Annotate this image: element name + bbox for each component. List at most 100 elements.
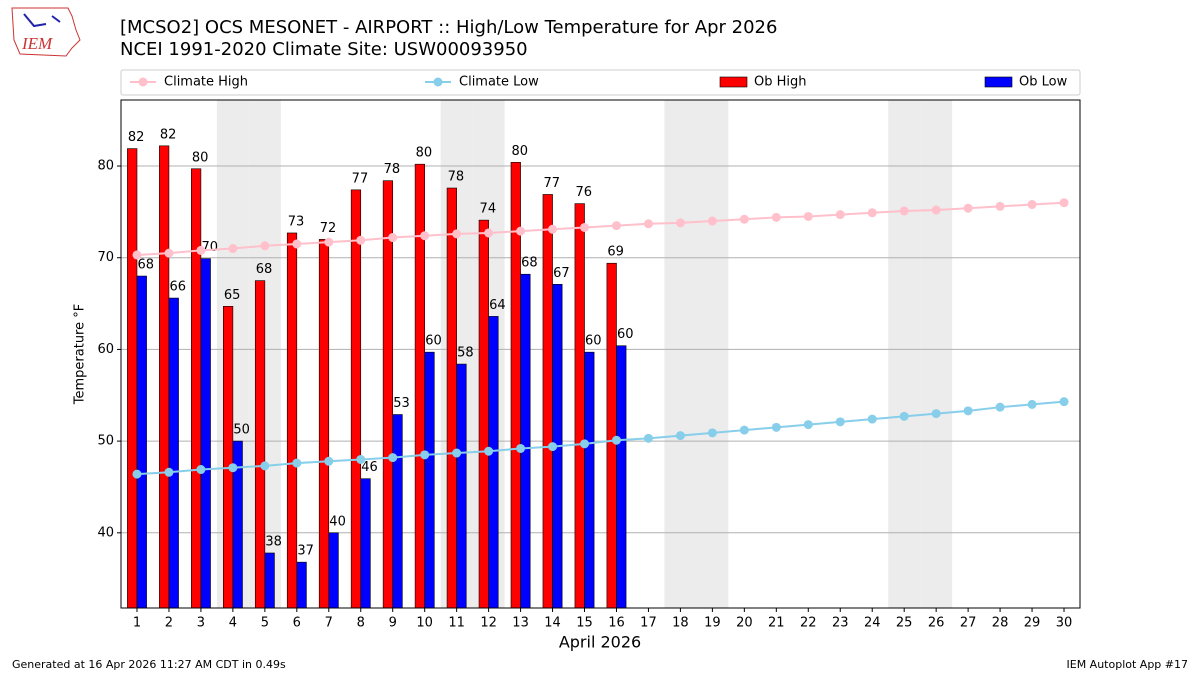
- data-label: 60: [585, 334, 602, 349]
- point: [484, 446, 494, 456]
- y-tick-label: 60: [97, 342, 114, 357]
- data-label: 80: [416, 146, 433, 161]
- bar: [286, 232, 298, 609]
- data-label: 78: [384, 162, 401, 177]
- bar: [446, 187, 457, 609]
- weekend-shade: [920, 100, 953, 608]
- data-label: 38: [265, 534, 282, 549]
- x-tick-label: 6: [293, 616, 301, 631]
- point: [164, 467, 174, 477]
- y-tick-label: 70: [97, 250, 114, 265]
- data-label: 66: [169, 280, 186, 295]
- x-tick-label: 19: [704, 616, 721, 631]
- line: [136, 400, 1065, 476]
- x-tick-label: 18: [672, 616, 689, 631]
- point: [1059, 397, 1069, 407]
- data-label: 68: [138, 258, 155, 273]
- point: [548, 224, 558, 234]
- bar: [264, 552, 275, 609]
- data-label: 58: [457, 346, 474, 361]
- bar: [200, 258, 211, 609]
- point: [420, 450, 430, 460]
- logo-icon: [23, 13, 61, 28]
- point: [132, 250, 142, 260]
- x-tick-label: 29: [1024, 616, 1041, 631]
- bar: [350, 189, 362, 609]
- x-tick-label: 8: [357, 616, 365, 631]
- point: [995, 402, 1005, 412]
- bar: [254, 280, 266, 609]
- weekend-shade: [664, 100, 697, 608]
- point: [388, 233, 398, 243]
- logo-text: IEM: [21, 34, 53, 53]
- legend-swatch: [984, 76, 1013, 88]
- weekend-shade: [696, 100, 729, 608]
- bar: [360, 478, 371, 609]
- x-tick-label: 16: [608, 616, 625, 631]
- point: [675, 218, 685, 228]
- data-label: 69: [607, 245, 624, 260]
- logo: IEM: [11, 7, 81, 57]
- y-tick-label: 40: [97, 525, 114, 540]
- x-tick-label: 17: [640, 616, 657, 631]
- data-label: 68: [521, 256, 538, 271]
- x-tick-label: 24: [864, 616, 881, 631]
- bar: [191, 168, 202, 609]
- x-tick-label: 22: [800, 616, 817, 631]
- footer-left: Generated at 16 Apr 2026 11:27 AM CDT in…: [12, 658, 286, 671]
- legend-swatch: [719, 76, 748, 88]
- point: [356, 454, 366, 464]
- point: [643, 219, 653, 229]
- legend-label: Climate Low: [459, 75, 539, 90]
- data-label: 73: [288, 214, 305, 229]
- legend-label: Ob Low: [1019, 75, 1068, 90]
- point: [580, 439, 590, 449]
- point: [867, 414, 877, 424]
- bar: [478, 219, 489, 609]
- point: [1059, 198, 1069, 208]
- x-tick-label: 5: [261, 616, 269, 631]
- bar: [222, 306, 234, 609]
- point: [260, 461, 270, 471]
- point: [452, 448, 462, 458]
- bar: [318, 239, 330, 609]
- point: [196, 465, 206, 475]
- data-label: 67: [553, 266, 570, 281]
- data-label: 40: [329, 514, 346, 529]
- point: [675, 431, 685, 441]
- point: [803, 420, 813, 430]
- x-tick-label: 10: [416, 616, 433, 631]
- point: [388, 453, 398, 463]
- point: [611, 221, 621, 231]
- point: [963, 406, 973, 416]
- y-tick-label: 80: [97, 159, 114, 174]
- point: [516, 226, 526, 236]
- bar: [520, 273, 531, 609]
- legend-label: Ob High: [754, 75, 807, 90]
- bar: [488, 316, 499, 609]
- point: [228, 244, 238, 254]
- data-label: 82: [160, 127, 177, 142]
- footer-right: IEM Autoplot App #17: [1067, 658, 1189, 671]
- data-label: 74: [480, 202, 497, 217]
- data-label: 78: [448, 170, 465, 185]
- data-label: 64: [489, 298, 506, 313]
- y-tick-label: 50: [97, 434, 114, 449]
- point: [611, 435, 621, 445]
- data-label: 82: [128, 130, 145, 145]
- x-tick-label: 23: [832, 616, 849, 631]
- data-label: 70: [201, 240, 218, 255]
- bar: [584, 351, 595, 609]
- x-tick-label: 13: [512, 616, 529, 631]
- x-axis-label: April 2026: [559, 633, 641, 652]
- legend-marker: [433, 77, 443, 87]
- point: [132, 469, 142, 479]
- data-label: 60: [425, 334, 442, 349]
- y-axis-label: Temperature °F: [73, 304, 88, 405]
- x-tick-label: 15: [576, 616, 593, 631]
- point: [516, 443, 526, 453]
- point: [835, 417, 845, 427]
- weekend-shade: [888, 100, 921, 608]
- bar: [159, 145, 170, 609]
